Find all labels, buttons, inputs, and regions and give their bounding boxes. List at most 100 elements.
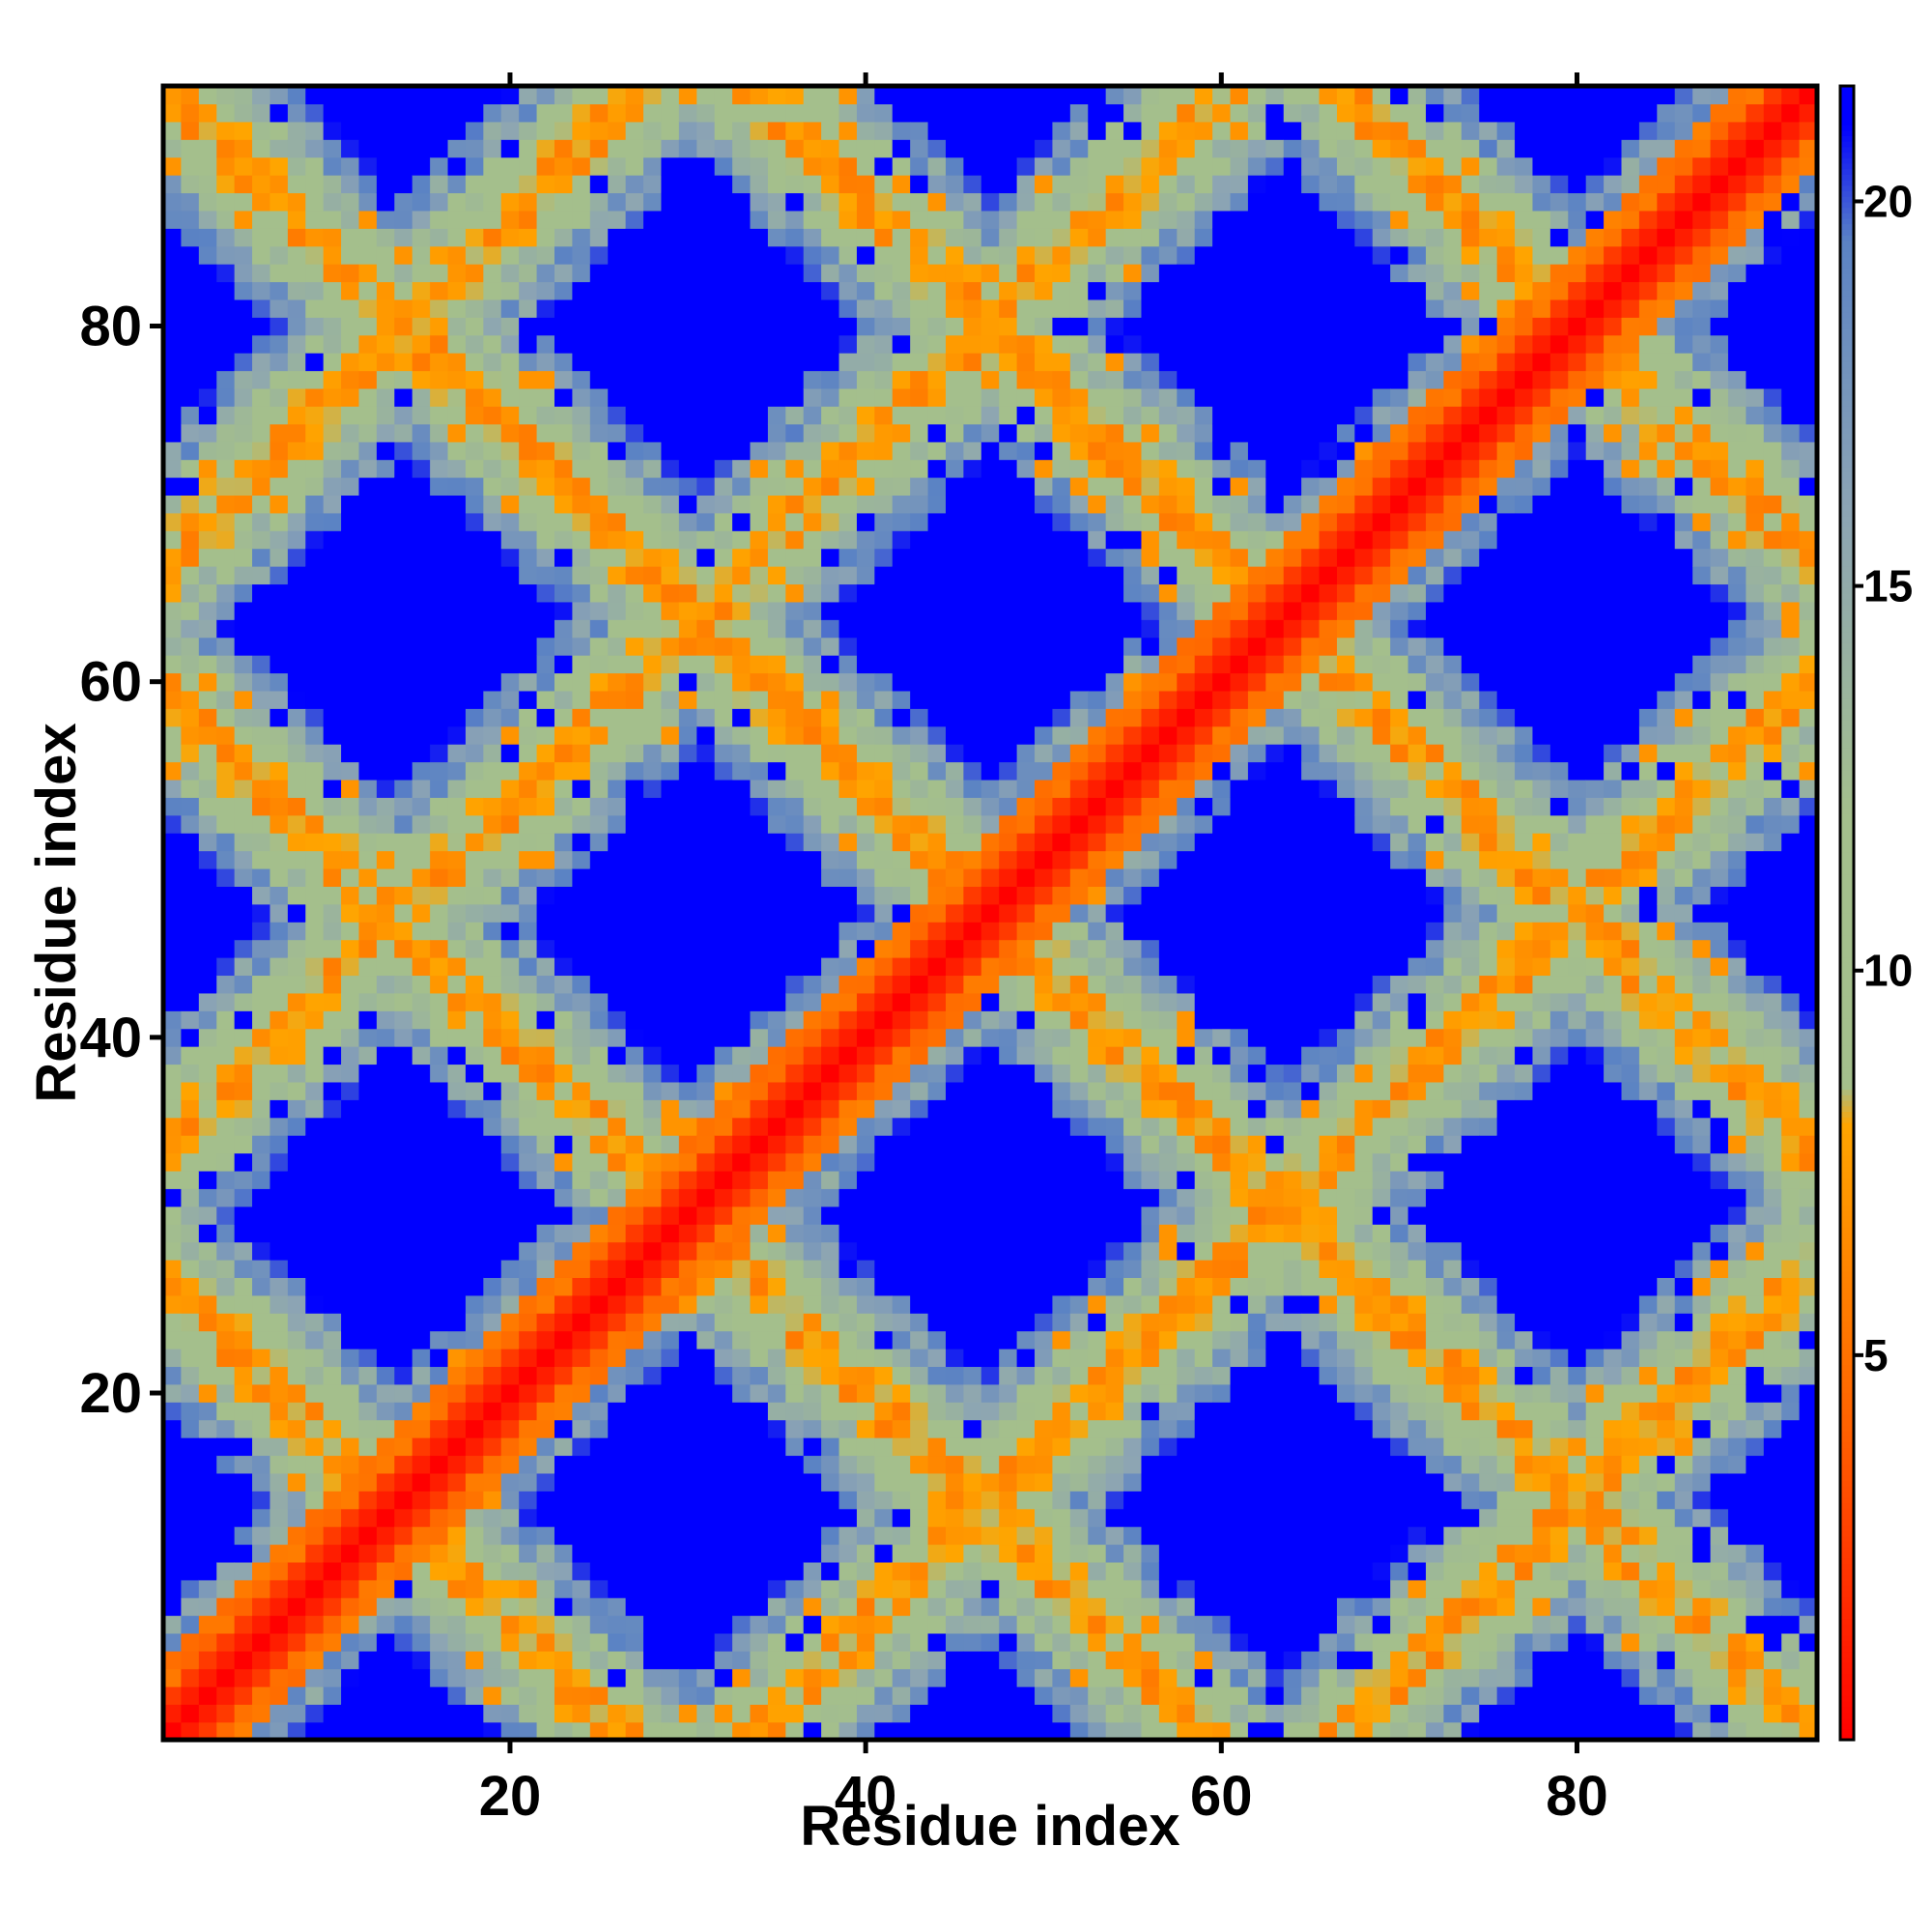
heatmap-cell [696,423,716,442]
heatmap-cell [376,583,395,603]
heatmap-cell [714,601,733,620]
heatmap-cell [572,903,591,923]
heatmap-cell [803,1313,822,1332]
heatmap-cell [181,156,200,176]
heatmap-cell [305,387,325,407]
heatmap-cell [608,1064,627,1083]
heatmap-cell [305,1313,325,1332]
heatmap-cell [394,1544,413,1563]
heatmap-cell [394,1686,413,1705]
heatmap-cell [483,298,502,318]
heatmap-cell [589,922,609,941]
heatmap-cell [838,939,858,958]
heatmap-cell [1016,1313,1036,1332]
heatmap-cell [750,1010,769,1030]
heatmap-cell [305,1419,325,1438]
heatmap-cell [856,814,875,834]
heatmap-cell [341,672,360,692]
heatmap-cell [999,530,1018,550]
heatmap-cell [856,86,875,105]
heatmap-cell [625,1099,644,1119]
heatmap-cell [1052,655,1071,674]
heatmap-cell [927,441,947,461]
heatmap-cell [252,1046,271,1065]
heatmap-cell [892,814,911,834]
heatmap-cell [838,1366,858,1385]
heatmap-cell [892,1259,911,1278]
heatmap-cell [1035,992,1054,1011]
heatmap-cell [1016,744,1036,763]
heatmap-cell [732,334,752,354]
heatmap-cell [589,1508,609,1527]
heatmap-cell [661,761,680,781]
heatmap-cell [803,1135,822,1154]
heatmap-cell [234,228,253,247]
heatmap-cell [216,583,236,603]
heatmap-cell [163,387,183,407]
heatmap-cell [358,1508,378,1527]
heatmap-cell [945,1615,964,1634]
heatmap-cell [625,1046,644,1065]
heatmap-cell [714,228,733,247]
heatmap-cell [252,655,271,674]
heatmap-cell [1016,779,1036,798]
heatmap-cell [696,530,716,550]
heatmap-cell [412,1224,431,1243]
heatmap-cell [1105,1721,1124,1741]
heatmap-cell [447,1135,467,1154]
heatmap-cell [554,530,573,550]
heatmap-cell [732,583,752,603]
heatmap-cell [394,1259,413,1278]
heatmap-cell [1052,1277,1071,1296]
heatmap-cell [732,637,752,656]
heatmap-cell [430,779,449,798]
heatmap-cell [1035,86,1054,105]
heatmap-cell [376,690,395,709]
heatmap-cell [358,566,378,585]
heatmap-cell [572,922,591,941]
heatmap-cell [821,725,840,745]
heatmap-cell [198,850,217,869]
heatmap-cell [821,1046,840,1065]
heatmap-cell [358,619,378,639]
heatmap-cell [234,495,253,514]
heatmap-cell [270,939,289,958]
heatmap-cell [732,317,752,336]
heatmap-cell [483,1544,502,1563]
heatmap-cell [358,245,378,265]
heatmap-cell [376,264,395,283]
heatmap-cell [732,1721,752,1741]
heatmap-cell [750,317,769,336]
heatmap-cell [643,833,663,852]
heatmap-cell [163,121,183,140]
heatmap-cell [856,1010,875,1030]
heatmap-cell [785,1544,805,1563]
heatmap-cell [874,1633,894,1652]
heatmap-cell [1016,867,1036,887]
heatmap-cell [483,1526,502,1546]
heatmap-cell [643,1099,663,1119]
heatmap-cell [732,975,752,994]
heatmap-cell [216,1135,236,1154]
heatmap-cell [287,1686,306,1705]
heatmap-cell [394,441,413,461]
heatmap-cell [767,975,786,994]
heatmap-cell [1016,1508,1036,1527]
heatmap-cell [696,1491,716,1510]
heatmap-cell [554,353,573,372]
heatmap-cell [1035,530,1054,550]
heatmap-cell [1052,476,1071,496]
heatmap-cell [572,1437,591,1457]
heatmap-cell [465,850,484,869]
heatmap-cell [181,1349,200,1368]
heatmap-cell [927,1686,947,1705]
heatmap-cell [412,1277,431,1296]
heatmap-cell [714,121,733,140]
heatmap-cell [394,1561,413,1580]
heatmap-cell [1088,1491,1107,1510]
heatmap-cell [750,210,769,229]
heatmap-cell [910,1579,929,1599]
heatmap-cell [678,672,697,692]
heatmap-cell [643,814,663,834]
heatmap-cell [945,353,964,372]
